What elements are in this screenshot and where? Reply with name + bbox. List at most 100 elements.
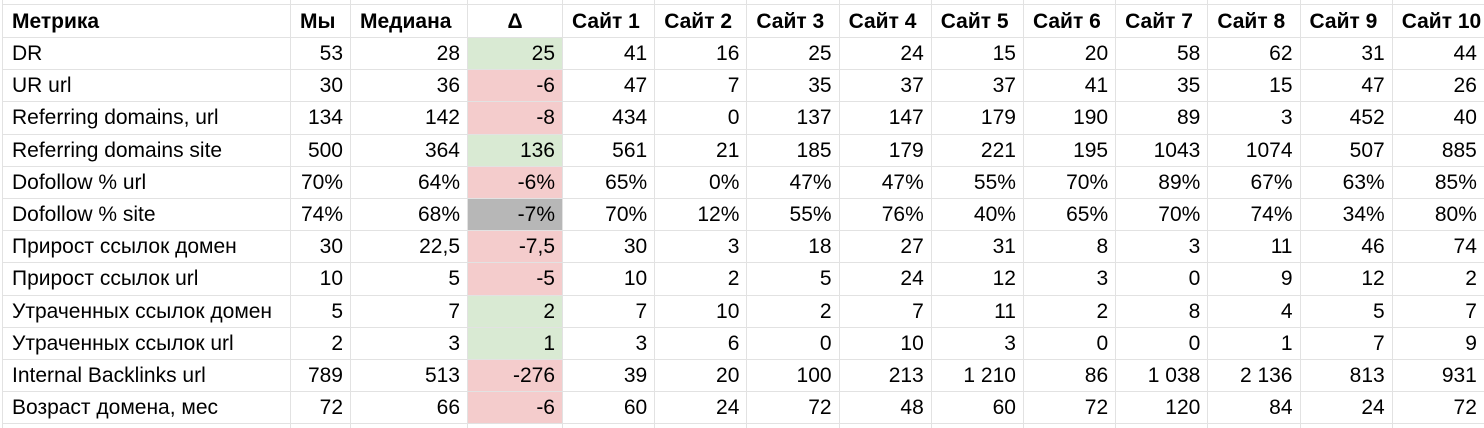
value-cell[interactable]: 58 [1116, 38, 1209, 71]
value-cell[interactable]: 80% [1392, 198, 1484, 232]
value-cell[interactable]: 3 [931, 327, 1024, 360]
value-cell[interactable]: 18 [747, 231, 840, 264]
delta-value-cell[interactable]: 136 [468, 134, 563, 167]
value-cell[interactable]: 931 [1392, 359, 1484, 393]
column-header-site-6[interactable]: Сайт 6 [1023, 5, 1117, 38]
value-cell[interactable]: 147 [839, 102, 932, 135]
value-cell[interactable]: 0 [747, 327, 840, 360]
value-cell[interactable]: 3 [1116, 231, 1209, 264]
value-cell[interactable]: 134 [291, 102, 351, 135]
value-cell[interactable]: 74% [291, 198, 351, 232]
value-cell[interactable]: 47% [839, 166, 932, 199]
value-cell[interactable]: 53 [291, 38, 351, 71]
value-cell[interactable]: 10 [563, 263, 656, 296]
delta-value-cell[interactable]: -8 [468, 102, 563, 135]
value-cell[interactable]: 40% [931, 198, 1024, 232]
value-cell[interactable]: 68% [351, 198, 468, 232]
column-header-site-3[interactable]: Сайт 3 [747, 5, 840, 38]
value-cell[interactable]: 452 [1300, 102, 1393, 135]
metric-name-cell[interactable]: Прирост ссылок домен [3, 231, 291, 264]
value-cell[interactable]: 35 [747, 70, 840, 103]
metric-name-cell[interactable]: Утраченных ссылок домен [3, 295, 291, 328]
value-cell[interactable]: 31 [931, 231, 1024, 264]
value-cell[interactable]: 3 [563, 327, 656, 360]
value-cell[interactable]: 1 038 [1116, 359, 1209, 393]
value-cell[interactable]: 5 [1300, 295, 1393, 328]
value-cell[interactable]: 62 [1208, 38, 1301, 71]
metric-name-cell[interactable]: Internal Backlinks url [3, 359, 291, 393]
value-cell[interactable]: 11 [931, 295, 1024, 328]
value-cell[interactable]: 12% [655, 198, 748, 232]
value-cell[interactable]: 70% [563, 198, 656, 232]
value-cell[interactable]: 89 [1116, 102, 1209, 135]
value-cell[interactable]: 142 [351, 102, 468, 135]
value-cell[interactable]: 72 [291, 392, 351, 425]
value-cell[interactable]: 65% [1023, 198, 1117, 232]
value-cell[interactable]: 44 [1392, 38, 1484, 71]
value-cell[interactable]: 31 [1300, 38, 1393, 71]
value-cell[interactable]: 11 [1208, 231, 1301, 264]
value-cell[interactable]: 47 [1300, 70, 1393, 103]
value-cell[interactable]: 47% [747, 166, 840, 199]
value-cell[interactable]: 24 [655, 392, 748, 425]
value-cell[interactable]: 25 [747, 38, 840, 71]
value-cell[interactable]: 213 [839, 359, 932, 393]
value-cell[interactable]: 60 [931, 392, 1024, 425]
column-header-median[interactable]: Медиана [351, 5, 468, 38]
value-cell[interactable]: 513 [351, 359, 468, 393]
value-cell[interactable]: 137 [747, 102, 840, 135]
value-cell[interactable]: 6 [655, 327, 748, 360]
value-cell[interactable]: 434 [563, 102, 656, 135]
delta-value-cell[interactable]: -6 [468, 392, 563, 425]
value-cell[interactable]: 24 [1300, 392, 1393, 425]
value-cell[interactable]: 37 [931, 70, 1024, 103]
value-cell[interactable]: 8 [1116, 295, 1209, 328]
value-cell[interactable]: 55% [931, 166, 1024, 199]
value-cell[interactable]: 10 [291, 263, 351, 296]
value-cell[interactable]: 70% [1023, 166, 1117, 199]
value-cell[interactable]: 9 [1392, 327, 1484, 360]
metric-name-cell[interactable]: Прирост ссылок url [3, 263, 291, 296]
value-cell[interactable]: 1043 [1116, 134, 1209, 167]
value-cell[interactable]: 10 [839, 327, 932, 360]
value-cell[interactable]: 561 [563, 134, 656, 167]
value-cell[interactable]: 37 [839, 70, 932, 103]
value-cell[interactable]: 7 [563, 295, 656, 328]
value-cell[interactable]: 27 [839, 231, 932, 264]
value-cell[interactable]: 70% [1116, 198, 1209, 232]
value-cell[interactable]: 85% [1392, 166, 1484, 199]
value-cell[interactable]: 7 [655, 70, 748, 103]
value-cell[interactable]: 34% [1300, 198, 1393, 232]
value-cell[interactable]: 72 [1023, 392, 1117, 425]
column-header-site-7[interactable]: Сайт 7 [1116, 5, 1209, 38]
column-header-site-9[interactable]: Сайт 9 [1300, 5, 1393, 38]
column-header-delta[interactable]: Δ [468, 5, 563, 38]
metric-name-cell[interactable]: UR url [3, 70, 291, 103]
value-cell[interactable]: 72 [1392, 392, 1484, 425]
value-cell[interactable]: 20 [1023, 38, 1117, 71]
value-cell[interactable]: 4 [1208, 295, 1301, 328]
metric-name-cell[interactable]: DR [3, 38, 291, 71]
value-cell[interactable]: 813 [1300, 359, 1393, 393]
value-cell[interactable]: 10 [655, 295, 748, 328]
value-cell[interactable]: 1 [1208, 327, 1301, 360]
value-cell[interactable]: 195 [1023, 134, 1117, 167]
value-cell[interactable]: 789 [291, 359, 351, 393]
value-cell[interactable]: 0 [1023, 327, 1117, 360]
column-header-site-4[interactable]: Сайт 4 [839, 5, 932, 38]
value-cell[interactable]: 74% [1208, 198, 1301, 232]
delta-value-cell[interactable]: -6% [468, 166, 563, 199]
value-cell[interactable]: 55% [747, 198, 840, 232]
value-cell[interactable]: 1074 [1208, 134, 1301, 167]
value-cell[interactable]: 0 [655, 102, 748, 135]
value-cell[interactable]: 47 [563, 70, 656, 103]
column-header-site-2[interactable]: Сайт 2 [655, 5, 748, 38]
value-cell[interactable]: 22,5 [351, 231, 468, 264]
delta-value-cell[interactable]: 1 [468, 327, 563, 360]
column-header-site-10[interactable]: Сайт 10 [1392, 5, 1484, 38]
value-cell[interactable]: 221 [931, 134, 1024, 167]
value-cell[interactable]: 63% [1300, 166, 1393, 199]
value-cell[interactable]: 24 [839, 263, 932, 296]
value-cell[interactable]: 179 [839, 134, 932, 167]
value-cell[interactable]: 86 [1023, 359, 1117, 393]
